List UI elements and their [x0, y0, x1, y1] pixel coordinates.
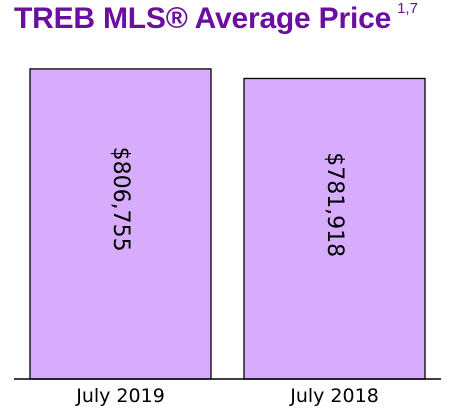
- bar-1-value-label: $806,755: [108, 147, 133, 252]
- bar-2: [243, 77, 426, 380]
- bar-2-value-label: $781,918: [322, 152, 347, 257]
- chart-title-footnote: 1,7: [397, 0, 418, 17]
- category-label-1: July 2019: [75, 385, 165, 407]
- bars-group: [29, 68, 426, 380]
- category-label-2: July 2018: [289, 385, 379, 407]
- bar-1: [29, 68, 212, 380]
- chart-title: TREB MLS® Average Price 1,7: [14, 0, 418, 36]
- labels-group: $806,755 July 2019 $781,918 July 2018: [75, 147, 379, 407]
- chart-title-text: TREB MLS® Average Price: [14, 2, 392, 35]
